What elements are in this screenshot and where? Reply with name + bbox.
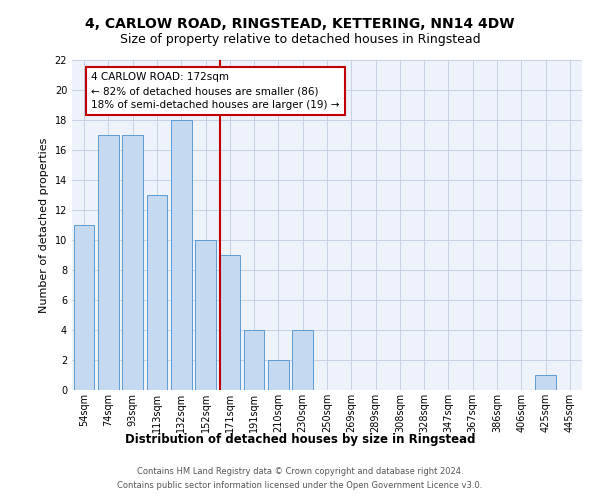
Bar [268,360,289,390]
Bar [292,330,313,390]
Text: Size of property relative to detached houses in Ringstead: Size of property relative to detached ho… [119,32,481,46]
Text: Distribution of detached houses by size in Ringstead: Distribution of detached houses by size … [125,432,475,446]
Bar [171,120,191,390]
Bar [535,375,556,390]
Bar [146,195,167,390]
Y-axis label: Number of detached properties: Number of detached properties [39,138,49,312]
Bar [74,225,94,390]
Text: Contains HM Land Registry data © Crown copyright and database right 2024.: Contains HM Land Registry data © Crown c… [137,468,463,476]
Text: Contains public sector information licensed under the Open Government Licence v3: Contains public sector information licen… [118,481,482,490]
Bar [122,135,143,390]
Text: 4 CARLOW ROAD: 172sqm
← 82% of detached houses are smaller (86)
18% of semi-deta: 4 CARLOW ROAD: 172sqm ← 82% of detached … [91,72,340,110]
Bar [220,255,240,390]
Bar [244,330,265,390]
Bar [195,240,216,390]
Bar [98,135,119,390]
Text: 4, CARLOW ROAD, RINGSTEAD, KETTERING, NN14 4DW: 4, CARLOW ROAD, RINGSTEAD, KETTERING, NN… [85,18,515,32]
